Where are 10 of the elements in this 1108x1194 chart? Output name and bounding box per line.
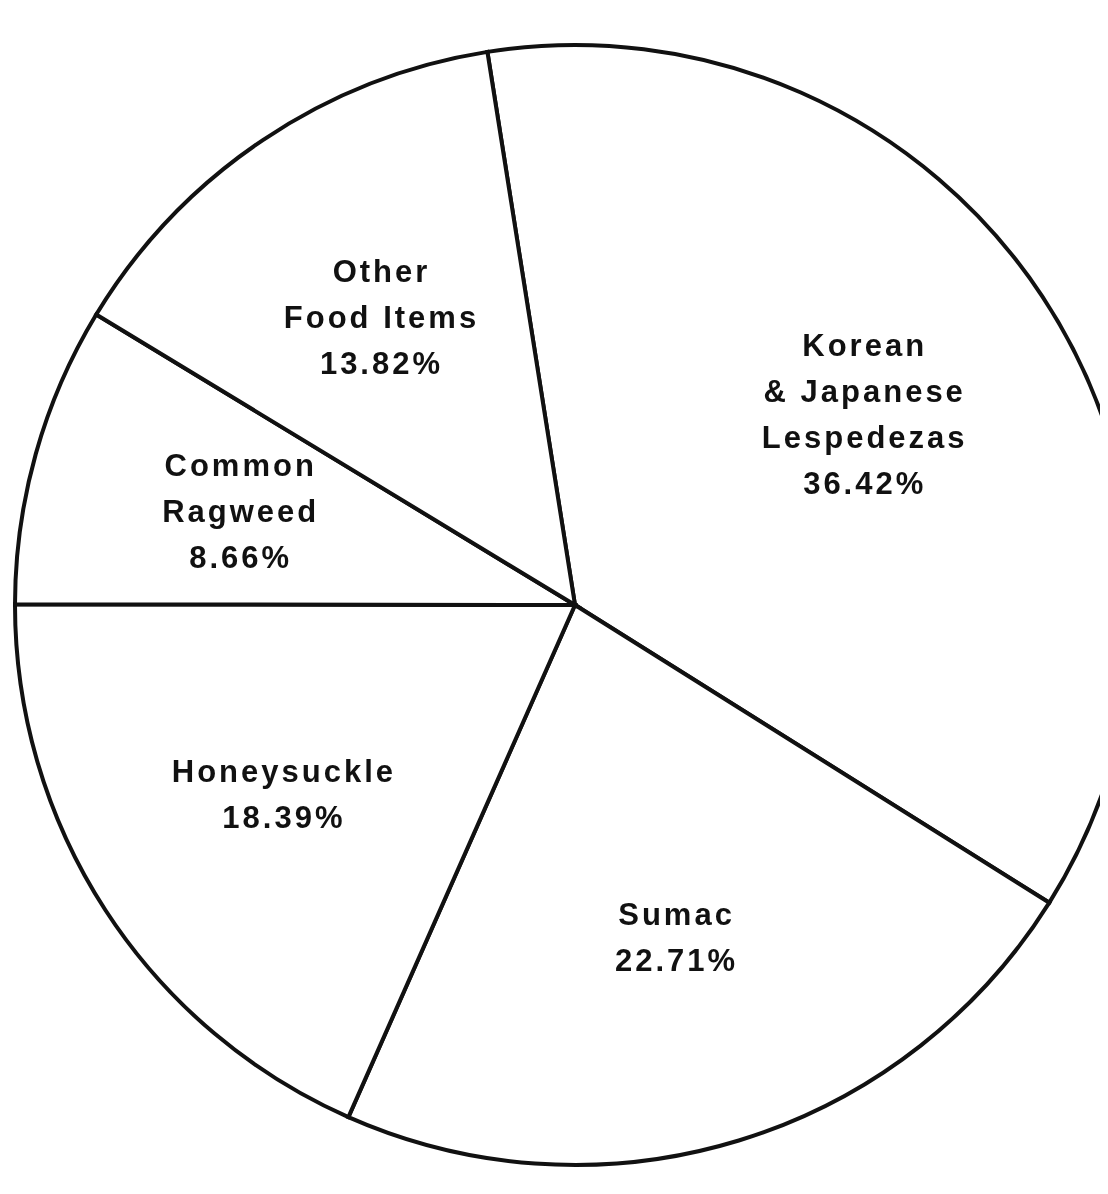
slice-label: Other Food Items bbox=[283, 253, 480, 335]
slice-label: Honeysuckle bbox=[171, 753, 397, 789]
slice-label: Common Ragweed bbox=[162, 447, 320, 529]
data-label: 22.71% bbox=[615, 942, 739, 978]
data-label: 13.82% bbox=[319, 345, 444, 381]
data-label: 8.66% bbox=[189, 539, 293, 575]
slice-label: Korean & Japanese Lespedezas bbox=[761, 327, 968, 455]
data-label: 36.42% bbox=[803, 465, 927, 501]
slice-label: Sumac bbox=[618, 896, 735, 932]
data-label: 18.39% bbox=[222, 799, 346, 835]
